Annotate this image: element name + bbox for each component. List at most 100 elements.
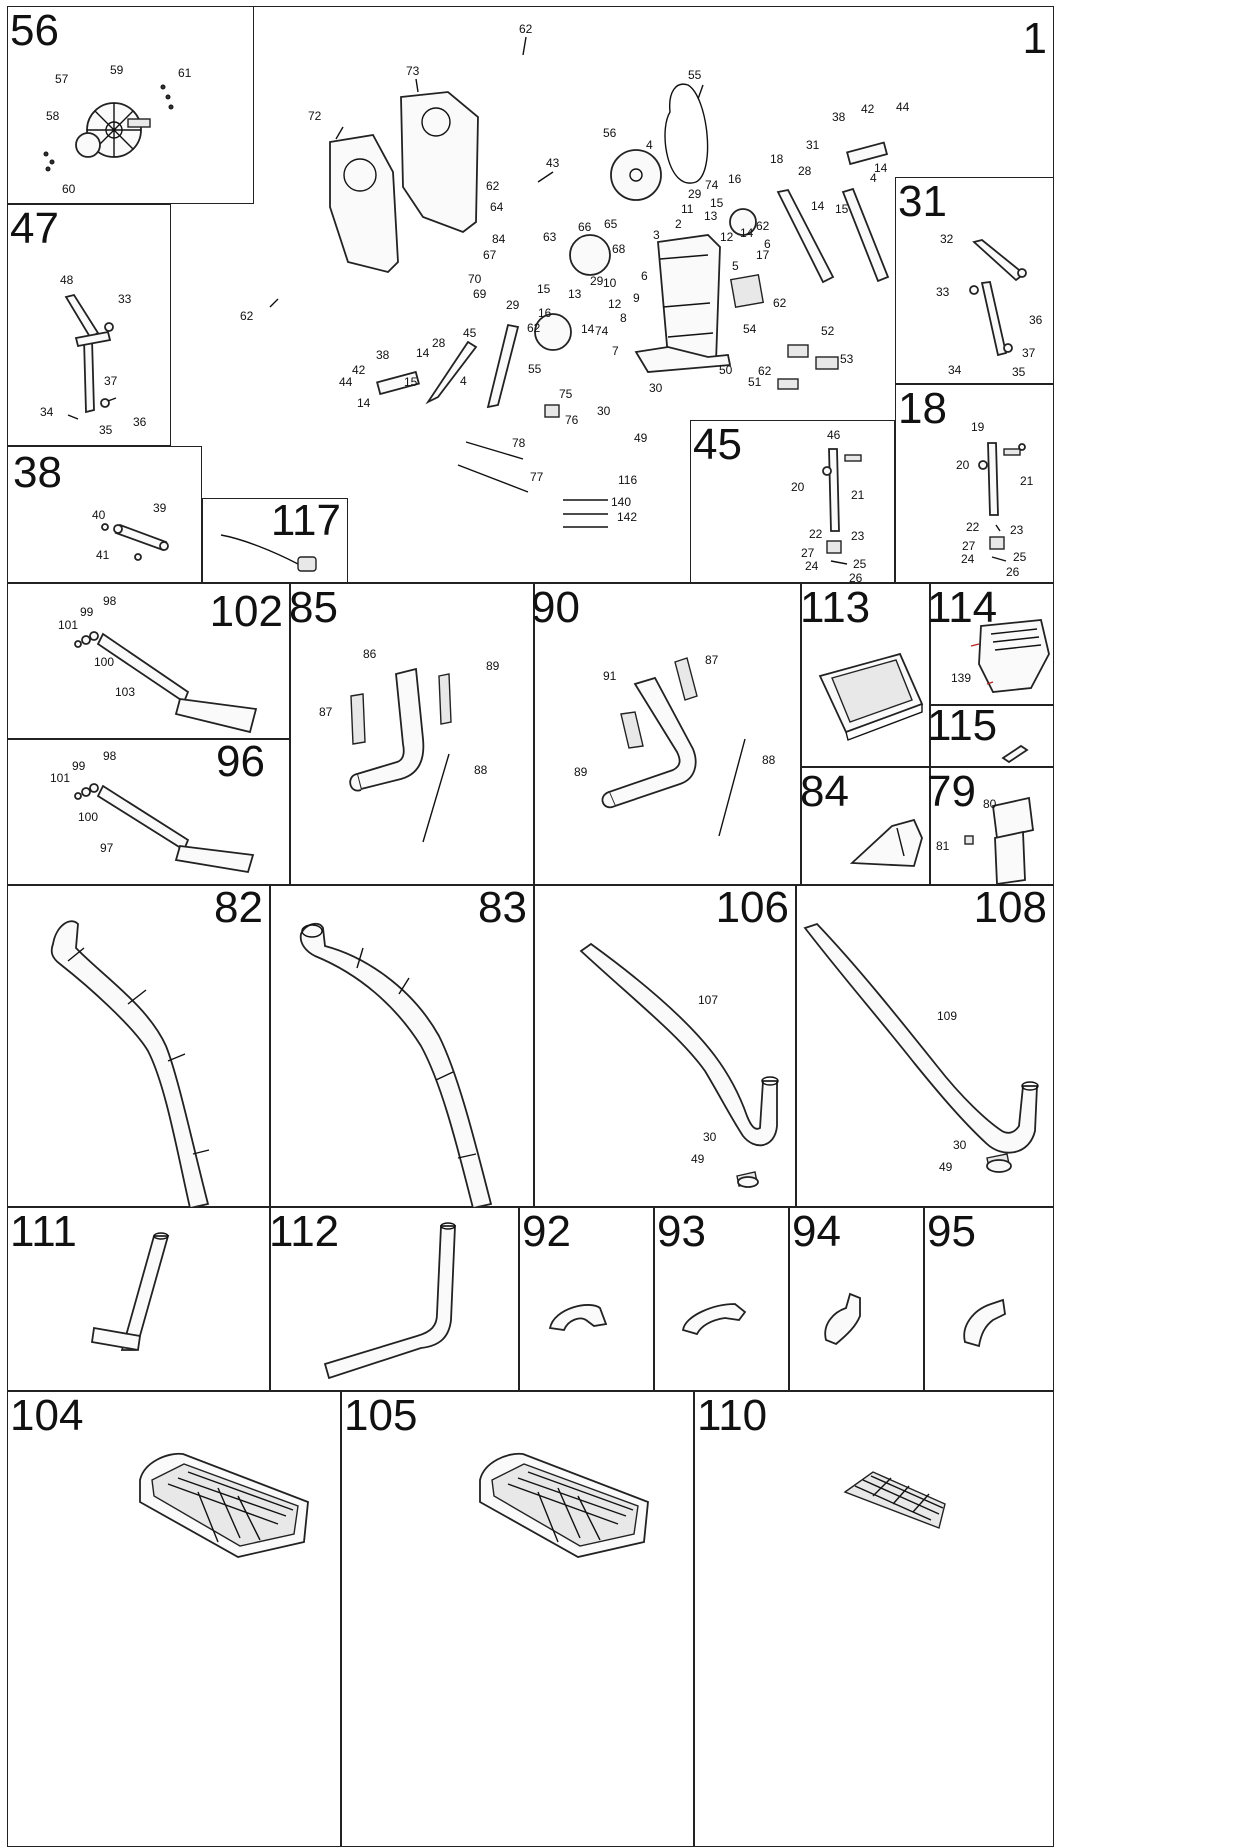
- panel-114: 114 139: [927, 583, 1054, 705]
- panel-number: 115: [927, 701, 998, 750]
- callout-label: 89: [486, 659, 500, 673]
- callout-label: 45: [463, 326, 477, 340]
- callout-label: 98: [103, 594, 117, 608]
- pedal-arm-102-art: [74, 631, 258, 734]
- panel-110: 110: [694, 1391, 1054, 1847]
- callout-label: 16: [538, 306, 552, 320]
- callout-label: 91: [603, 669, 617, 683]
- callout-label: 35: [99, 423, 113, 437]
- callout-label: 48: [60, 273, 74, 287]
- panel-number: 94: [792, 1207, 841, 1256]
- panel-number: 79: [927, 767, 976, 816]
- clip-art: [1001, 744, 1029, 764]
- callout-label: 68: [612, 242, 626, 256]
- panel-number: 113: [800, 583, 871, 632]
- panel-number: 47: [10, 204, 59, 253]
- panel-number: 112: [269, 1207, 340, 1256]
- callout-label: 41: [96, 548, 110, 562]
- callout-label: 42: [352, 363, 366, 377]
- upright-tube-83-art: [299, 922, 493, 1210]
- panel-45: 45 46 20 21 22 23 27 24 25 26: [690, 420, 895, 584]
- callout-label: 78: [512, 436, 526, 450]
- callout-label: 67: [483, 248, 497, 262]
- panel-number: 85: [289, 583, 338, 632]
- panel-92: 92: [519, 1207, 654, 1391]
- shroud-94-art: [824, 1292, 861, 1346]
- callout-label: 19: [971, 420, 985, 434]
- callout-label: 49: [939, 1160, 953, 1174]
- callout-label: 80: [983, 797, 997, 811]
- callout-label: 22: [966, 520, 980, 534]
- shroud-92-art: [548, 1304, 608, 1331]
- tube-assembly-art: [101, 523, 169, 561]
- tube-112-art: [323, 1222, 456, 1380]
- pedal-insert-110-art: [843, 1471, 946, 1529]
- callout-label: 54: [743, 322, 757, 336]
- callout-label: 58: [46, 109, 60, 123]
- pulley-assembly-art: [43, 84, 174, 172]
- arm-assembly-art: [64, 293, 117, 420]
- panel-47: 47 48 33 37 34 35 36: [7, 204, 171, 446]
- panel-112: 112: [269, 1207, 519, 1391]
- pedal-arm-96-art: [74, 783, 255, 874]
- callout-label: 15: [537, 282, 551, 296]
- callout-label: 5: [732, 259, 739, 273]
- panel-38: 38 40 39 41: [7, 446, 202, 583]
- callout-label: 87: [319, 705, 333, 719]
- panel-number: 38: [13, 448, 62, 497]
- callout-label: 24: [805, 559, 819, 573]
- callout-label: 29: [688, 187, 702, 201]
- callout-label: 27: [962, 539, 976, 553]
- cable-art: [220, 534, 317, 572]
- callout-label: 56: [603, 126, 617, 140]
- callout-label: 17: [756, 248, 770, 262]
- callout-label: 62: [527, 321, 541, 335]
- callout-label: 142: [617, 510, 638, 524]
- callout-label: 4: [646, 138, 653, 152]
- panel-number: 31: [898, 177, 947, 226]
- callout-label: 14: [416, 346, 430, 360]
- callout-label: 36: [133, 415, 147, 429]
- callout-label: 38: [832, 110, 846, 124]
- callout-label: 6: [764, 237, 771, 251]
- panel-number: 84: [800, 767, 849, 816]
- panel-102: 102 98 99 101 100 103: [7, 583, 290, 739]
- callout-label: 14: [874, 161, 888, 175]
- callout-label: 29: [506, 298, 520, 312]
- callout-label: 62: [486, 179, 500, 193]
- callout-label: 13: [704, 209, 718, 223]
- panel-84: 84: [800, 767, 930, 885]
- callout-label: 14: [811, 199, 825, 213]
- panel-105: 105: [341, 1391, 694, 1847]
- callout-label: 14: [581, 322, 595, 336]
- callout-label: 98: [103, 749, 117, 763]
- callout-label: 42: [861, 102, 875, 116]
- callout-label: 70: [468, 272, 482, 286]
- callout-label: 33: [118, 292, 132, 306]
- callout-label: 100: [94, 655, 115, 669]
- callout-label: 87: [705, 653, 719, 667]
- callout-label: 109: [937, 1009, 958, 1023]
- callout-label: 3: [653, 228, 660, 242]
- callout-label: 40: [92, 508, 106, 522]
- panel-83: 83: [270, 885, 534, 1210]
- panel-number: 105: [344, 1391, 418, 1440]
- callout-label: 39: [153, 501, 167, 515]
- callout-label: 77: [530, 470, 544, 484]
- callout-label: 12: [720, 230, 734, 244]
- callout-label: 63: [543, 230, 557, 244]
- callout-label: 69: [473, 287, 487, 301]
- panel-number: 104: [10, 1391, 84, 1440]
- callout-label: 140: [611, 495, 632, 509]
- callout-label: 34: [40, 405, 54, 419]
- callout-label: 86: [363, 647, 377, 661]
- handlebar-85-art: [349, 667, 452, 843]
- panel-90: 90 87 91 89 88: [531, 583, 801, 885]
- panel-number: 56: [10, 6, 59, 55]
- panel-108: 108 109 30 49: [796, 885, 1054, 1207]
- callout-label: 27: [801, 546, 815, 560]
- panel-93: 93: [654, 1207, 789, 1391]
- callout-label: 62: [758, 364, 772, 378]
- callout-label: 75: [559, 387, 573, 401]
- callout-label: 18: [770, 152, 784, 166]
